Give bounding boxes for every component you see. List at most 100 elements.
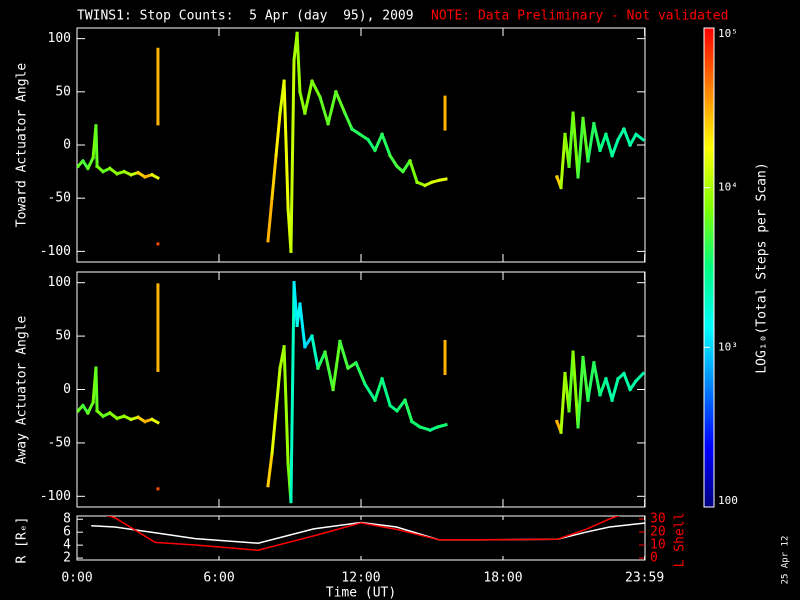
y-tick-label: 0 xyxy=(63,382,71,397)
colorbar-tick-label: 10⁴ xyxy=(718,181,738,194)
data-stroke xyxy=(282,345,290,466)
data-layer xyxy=(77,281,645,504)
data-stroke xyxy=(604,132,614,158)
data-stroke xyxy=(400,158,413,174)
data-stroke xyxy=(266,451,274,488)
colorbar-tick-label: 10⁵ xyxy=(718,27,738,40)
data-stroke xyxy=(438,177,448,182)
x-tick-label: 12:00 xyxy=(341,571,380,586)
data-stroke xyxy=(592,121,602,153)
data-stroke xyxy=(409,419,423,429)
data-layer xyxy=(77,31,645,253)
data-stroke xyxy=(610,376,620,403)
y-tick-label: 6 xyxy=(63,525,71,540)
data-stroke xyxy=(408,159,419,185)
data-stroke xyxy=(333,89,347,116)
data-layer xyxy=(91,516,645,551)
data-stroke xyxy=(604,376,614,403)
y2-tick-label: 10 xyxy=(650,538,666,553)
data-stroke xyxy=(576,116,585,179)
data-stroke xyxy=(366,137,378,153)
data-stroke xyxy=(309,79,323,100)
data-stroke xyxy=(571,350,580,429)
data-stroke xyxy=(342,111,354,132)
panel-frame xyxy=(76,27,646,263)
data-stroke xyxy=(289,58,296,253)
data-stroke xyxy=(380,132,393,158)
colorbar-tick-label: 100 xyxy=(718,494,738,507)
y-tick-label: 100 xyxy=(48,275,71,290)
data-stroke xyxy=(274,111,282,158)
data-stroke xyxy=(372,132,385,153)
y-tick-label: 0 xyxy=(63,138,71,153)
data-stroke xyxy=(266,196,274,243)
data-stroke xyxy=(581,355,590,402)
data-stroke xyxy=(310,334,320,370)
data-stroke xyxy=(394,398,408,413)
data-stroke xyxy=(633,132,645,142)
data-stroke xyxy=(295,31,302,94)
data-stroke xyxy=(85,400,96,416)
y2-axis-label: L Shell xyxy=(673,513,688,568)
data-stroke xyxy=(318,95,330,126)
data-stroke xyxy=(559,371,567,434)
y2-tick-label: 30 xyxy=(650,511,666,526)
data-stroke xyxy=(380,376,392,408)
data-stroke xyxy=(331,339,342,392)
date-stamp: 25 Apr 12 xyxy=(781,536,791,585)
y-tick-label: 50 xyxy=(55,329,71,344)
data-stroke xyxy=(338,339,350,371)
data-stroke xyxy=(436,422,448,429)
y-tick-label: 4 xyxy=(63,538,71,553)
y-tick-label: 2 xyxy=(63,551,71,566)
y-axis-label: Away Actuator Angle xyxy=(15,315,30,464)
data-stroke xyxy=(85,155,96,171)
data-stroke xyxy=(388,153,400,169)
x-tick-label: 0:00 xyxy=(61,571,92,586)
colorbar xyxy=(703,27,715,508)
data-stroke xyxy=(571,111,580,179)
data-stroke xyxy=(289,281,296,504)
colorbar-label: LOG₁₀(Total Steps per Scan) xyxy=(755,162,770,373)
y-tick-label: -50 xyxy=(48,435,71,450)
data-stroke xyxy=(270,154,278,200)
data-stroke xyxy=(298,302,307,349)
y-tick-label: -100 xyxy=(40,244,71,259)
chart-title: TWINS1: Stop Counts: 5 Apr (day 95), 200… xyxy=(77,9,414,24)
y-axis-label: Toward Actuator Angle xyxy=(15,63,30,228)
data-stroke xyxy=(303,79,314,115)
data-stroke xyxy=(576,355,585,429)
y-tick-label: 100 xyxy=(48,31,71,46)
data-stroke xyxy=(282,79,290,211)
data-stroke xyxy=(598,376,608,397)
data-stroke xyxy=(362,382,378,403)
data-stroke xyxy=(581,116,590,163)
panel-frame xyxy=(76,271,646,508)
colorbar-tick-label: 10³ xyxy=(718,340,738,353)
y-tick-label: -100 xyxy=(40,489,71,504)
data-stroke xyxy=(628,378,639,392)
y-tick-label: -50 xyxy=(48,191,71,206)
data-stroke xyxy=(149,172,160,181)
data-stroke xyxy=(345,360,359,371)
data-stroke xyxy=(349,126,363,137)
data-stroke xyxy=(298,90,307,115)
series-line xyxy=(105,516,620,551)
y-tick-label: 8 xyxy=(63,512,71,527)
data-stroke xyxy=(628,132,639,148)
y-tick-label: 50 xyxy=(55,84,71,99)
data-stroke xyxy=(610,137,620,158)
y-axis-label: R [Rₑ] xyxy=(15,517,30,564)
x-axis-label: Time (UT) xyxy=(326,586,396,600)
x-tick-label: 18:00 xyxy=(483,571,522,586)
series-line xyxy=(91,521,645,544)
y2-tick-label: 20 xyxy=(650,525,666,540)
data-stroke xyxy=(598,132,608,153)
data-stroke xyxy=(621,371,633,392)
data-stroke xyxy=(373,376,384,403)
data-stroke xyxy=(274,366,282,413)
data-stroke xyxy=(403,398,414,424)
x-tick-label: 23:59 xyxy=(625,571,664,586)
note: NOTE: Data Preliminary - Not validated xyxy=(431,9,728,24)
